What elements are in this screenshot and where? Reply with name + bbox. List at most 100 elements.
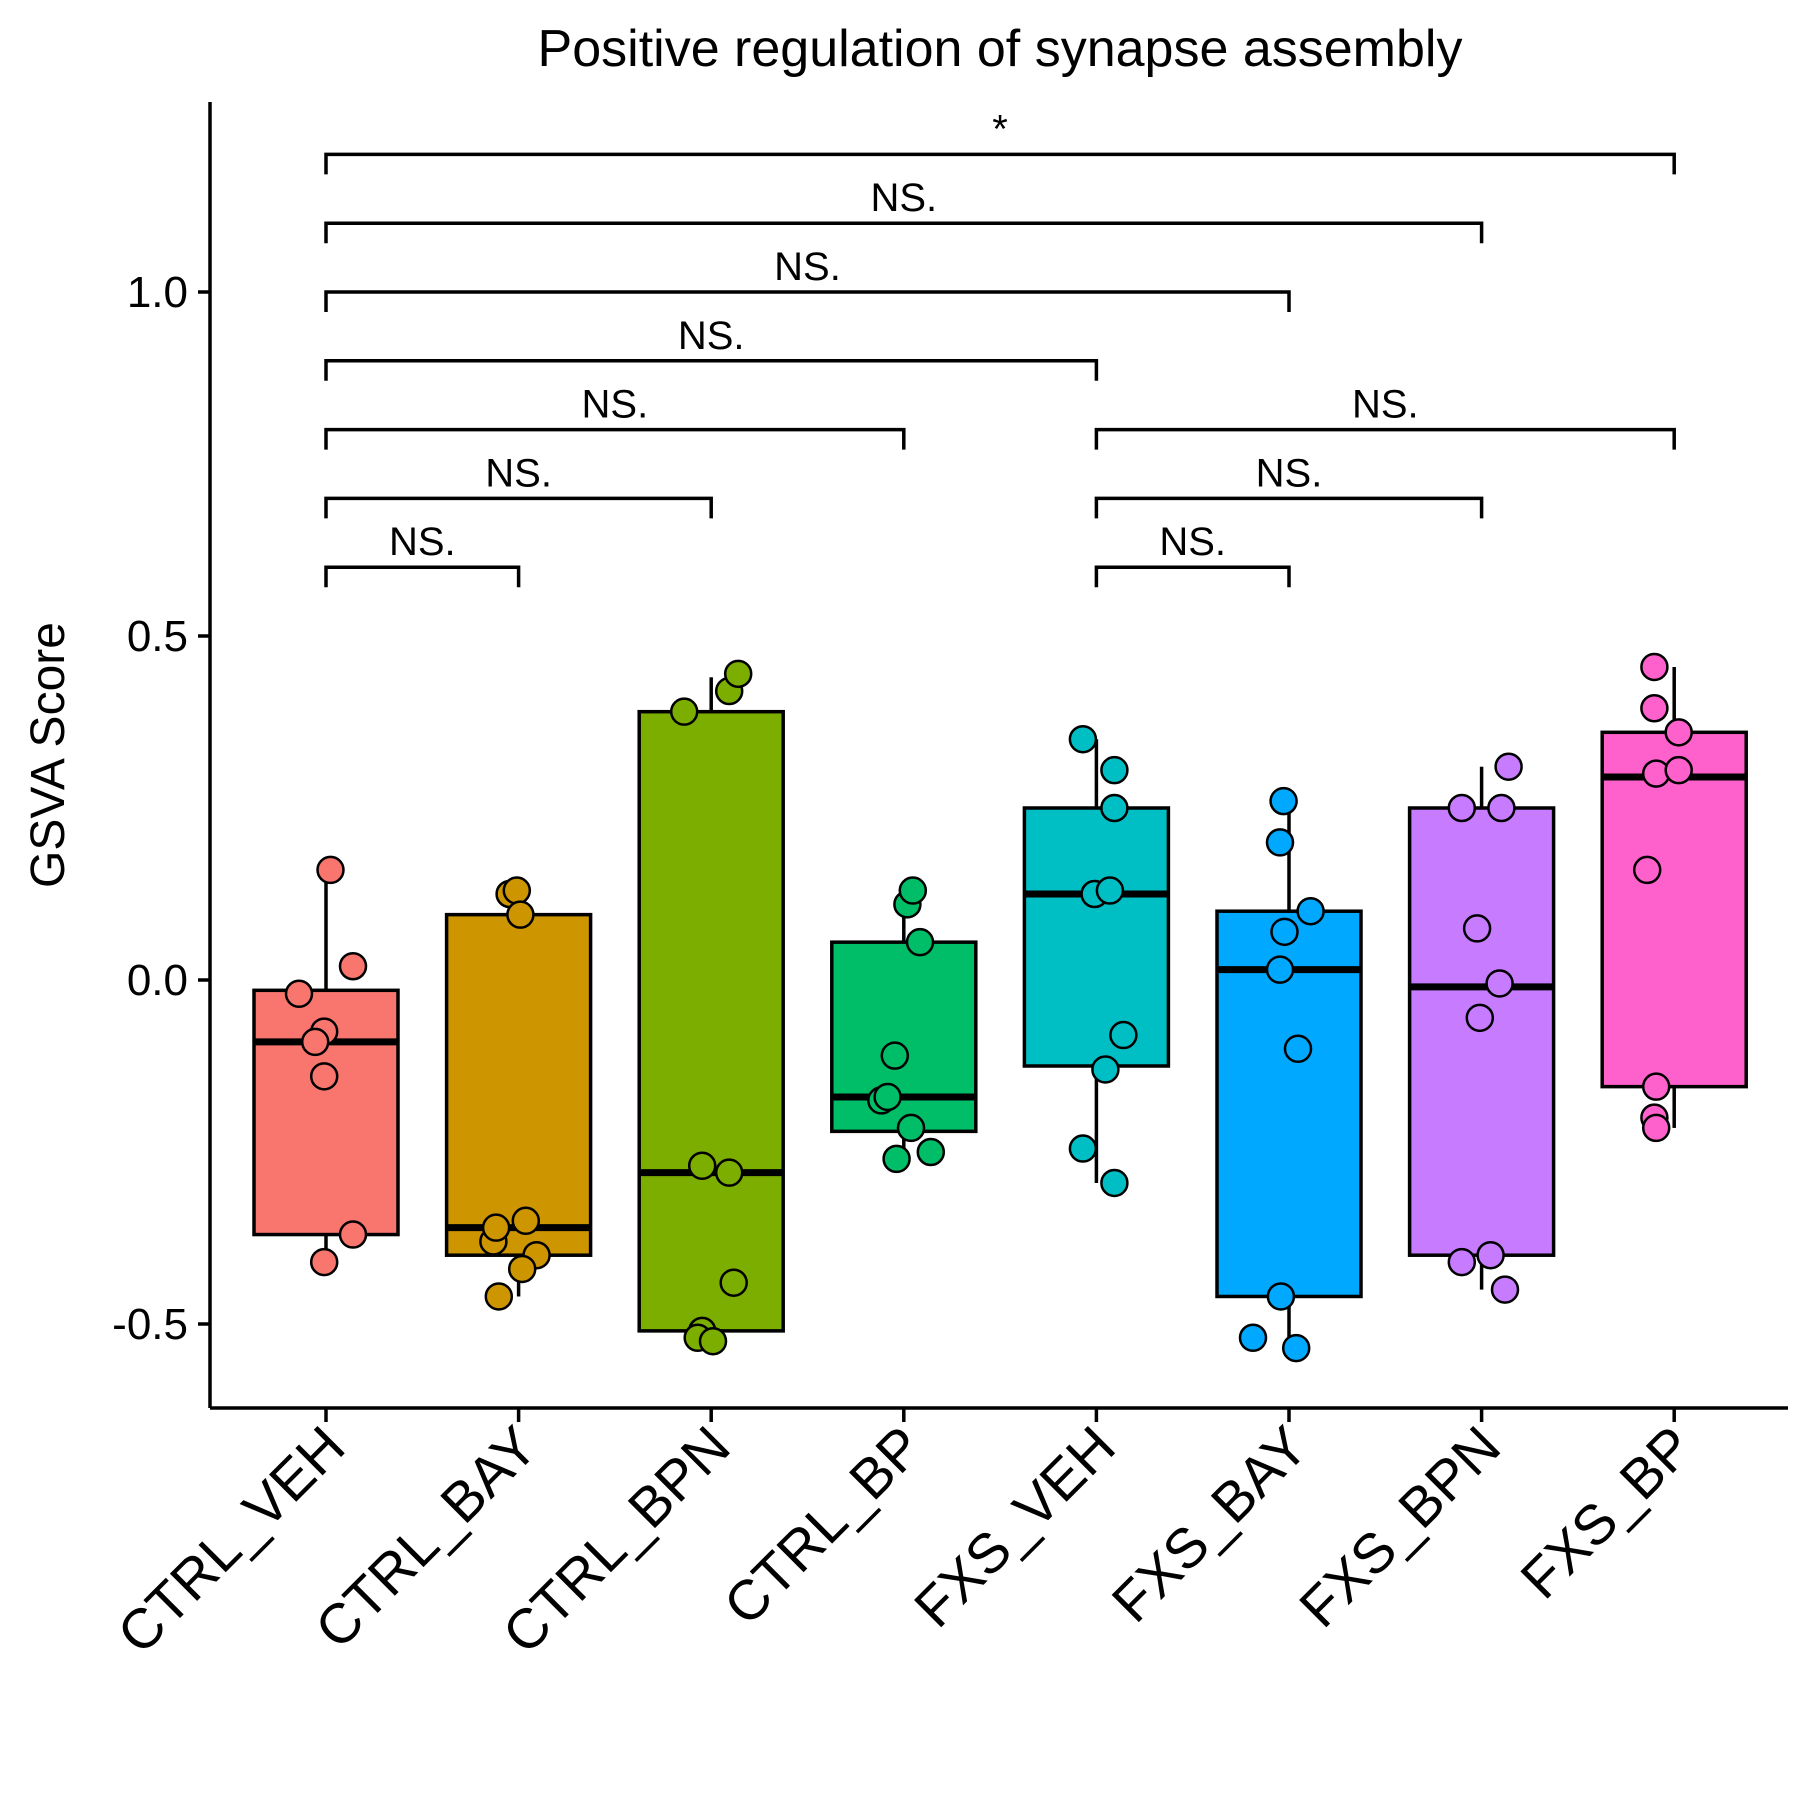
data-point-CTRL_BP-2 <box>905 927 935 957</box>
bracket-FXS_VEH-vs-FXS_BPN <box>1094 496 1484 519</box>
points-layer <box>284 652 1693 1363</box>
data-point-FXS_BPN-2 <box>1494 752 1523 781</box>
box-FXS_BP <box>1600 730 1748 1089</box>
data-point-FXS_BAY-3 <box>1270 917 1299 947</box>
bracket-CTRL_VEH-vs-FXS_BAY <box>324 290 1291 312</box>
data-point-FXS_BPN-6 <box>1447 1247 1477 1277</box>
y-tick-label-2: 0.5 <box>127 612 188 661</box>
bracket-FXS_VEH-vs-FXS_BAY <box>1094 565 1291 588</box>
box-CTRL_BP <box>830 940 978 1134</box>
significance-label-0: NS. <box>389 520 456 564</box>
data-point-FXS_VEH-6 <box>1091 1055 1120 1084</box>
data-point-CTRL_BP-5 <box>873 1082 902 1112</box>
data-point-FXS_BP-1 <box>1640 693 1669 723</box>
data-point-CTRL_BP-8 <box>916 1137 946 1167</box>
data-point-FXS_BP-5 <box>1632 855 1662 885</box>
bracket-FXS_VEH-vs-FXS_BP <box>1094 427 1676 450</box>
data-point-FXS_VEH-5 <box>1109 1020 1138 1050</box>
box-CTRL_BAY <box>444 912 593 1257</box>
data-point-FXS_VEH-1 <box>1100 755 1129 785</box>
data-point-CTRL_BP-7 <box>882 1144 911 1174</box>
bracket-CTRL_VEH-vs-CTRL_BAY <box>324 565 521 588</box>
y-tick-label-1: 0.0 <box>127 956 188 1005</box>
data-point-FXS_BAY-8 <box>1281 1333 1311 1363</box>
data-point-CTRL_BPN-2 <box>723 659 753 689</box>
data-point-CTRL_BAY-2 <box>506 900 535 929</box>
significance-label-1: NS. <box>485 451 552 495</box>
data-point-CTRL_BPN-8 <box>698 1326 728 1356</box>
data-point-FXS_VEH-4 <box>1095 876 1125 905</box>
y-tick-label-0: -0.5 <box>112 1300 188 1349</box>
data-point-FXS_BPN-4 <box>1485 969 1514 998</box>
data-point-FXS_BP-6 <box>1641 1072 1671 1101</box>
x-tick-label-FXS_BPN: FXS_BPN <box>1287 1414 1512 1639</box>
data-point-FXS_BPN-1 <box>1487 793 1516 823</box>
bracket-CTRL_VEH-vs-FXS_VEH <box>324 359 1099 381</box>
y-tick-label-3: 1.0 <box>127 268 188 317</box>
x-tick-label-CTRL_BP: CTRL_BP <box>711 1414 934 1637</box>
data-point-FXS_BP-2 <box>1664 718 1693 747</box>
data-point-CTRL_BAY-1 <box>502 876 532 905</box>
data-point-FXS_BPN-5 <box>1465 1003 1495 1033</box>
data-point-FXS_BAY-4 <box>1265 955 1295 984</box>
data-point-FXS_VEH-2 <box>1100 793 1129 823</box>
data-point-FXS_VEH-8 <box>1100 1168 1129 1198</box>
data-point-FXS_BPN-7 <box>1476 1240 1505 1270</box>
y-axis-label: GSVA Score <box>22 622 75 888</box>
significance-label-8: NS. <box>1256 451 1323 495</box>
significance-label-2: NS. <box>582 383 649 427</box>
data-point-CTRL_BPN-3 <box>687 1151 717 1181</box>
data-point-FXS_BPN-3 <box>1462 914 1492 943</box>
significance-label-6: * <box>992 107 1008 151</box>
box-CTRL_BPN <box>637 709 785 1333</box>
data-point-CTRL_BAY-7 <box>507 1254 537 1284</box>
bracket-CTRL_VEH-vs-CTRL_BP <box>324 427 906 450</box>
significance-label-3: NS. <box>678 314 745 358</box>
bracket-CTRL_VEH-vs-CTRL_BPN <box>324 496 713 519</box>
comparison-brackets: NS. NS. NS. NS. NS. NS. * NS. NS. NS. <box>324 107 1676 588</box>
data-point-CTRL_BP-3 <box>880 1041 910 1070</box>
data-point-FXS_BAY-2 <box>1296 896 1325 926</box>
data-point-CTRL_VEH-0 <box>316 855 345 885</box>
data-point-FXS_BAY-6 <box>1266 1282 1296 1311</box>
data-point-CTRL_BAY-8 <box>484 1282 514 1311</box>
data-point-FXS_BP-0 <box>1640 652 1669 682</box>
data-point-CTRL_VEH-6 <box>338 1220 368 1249</box>
data-point-FXS_BAY-1 <box>1265 828 1295 857</box>
data-point-CTRL_BPN-4 <box>714 1158 744 1187</box>
data-point-CTRL_BPN-5 <box>719 1268 748 1297</box>
significance-label-5: NS. <box>870 176 937 220</box>
data-point-CTRL_VEH-5 <box>309 1062 339 1091</box>
data-point-FXS_VEH-7 <box>1068 1134 1098 1163</box>
data-point-FXS_BPN-8 <box>1490 1275 1520 1304</box>
chart-title: Positive regulation of synapse assembly <box>538 20 1463 78</box>
significance-label-4: NS. <box>774 245 841 289</box>
bracket-CTRL_VEH-vs-FXS_BPN <box>324 221 1484 244</box>
data-point-CTRL_VEH-4 <box>300 1027 330 1057</box>
data-point-FXS_BP-8 <box>1641 1113 1671 1143</box>
data-point-CTRL_BAY-4 <box>481 1213 511 1242</box>
data-point-CTRL_BP-6 <box>896 1113 926 1143</box>
significance-label-7: NS. <box>1159 520 1226 564</box>
data-point-FXS_BAY-5 <box>1283 1034 1313 1064</box>
data-point-CTRL_VEH-7 <box>309 1247 339 1277</box>
data-point-FXS_BAY-7 <box>1238 1323 1268 1353</box>
bracket-CTRL_VEH-vs-FXS_BP <box>324 152 1676 175</box>
data-point-FXS_BAY-0 <box>1269 786 1298 816</box>
boxes-layer <box>252 666 1748 1349</box>
significance-label-9: NS. <box>1352 383 1419 427</box>
data-point-CTRL_BP-1 <box>898 876 928 905</box>
data-point-CTRL_VEH-2 <box>284 979 314 1009</box>
data-point-FXS_VEH-0 <box>1068 724 1098 754</box>
x-tick-label-FXS_BP: FXS_BP <box>1508 1414 1704 1610</box>
box-FXS_VEH <box>1022 806 1171 1068</box>
data-point-CTRL_BPN-0 <box>669 697 699 726</box>
x-tick-label-FXS_VEH: FXS_VEH <box>902 1414 1127 1639</box>
data-point-CTRL_VEH-1 <box>338 951 368 981</box>
data-point-CTRL_BAY-5 <box>511 1206 541 1236</box>
data-point-FXS_BP-4 <box>1664 755 1693 785</box>
x-tick-label-FXS_BAY: FXS_BAY <box>1100 1414 1320 1634</box>
data-point-FXS_BPN-0 <box>1447 793 1477 823</box>
